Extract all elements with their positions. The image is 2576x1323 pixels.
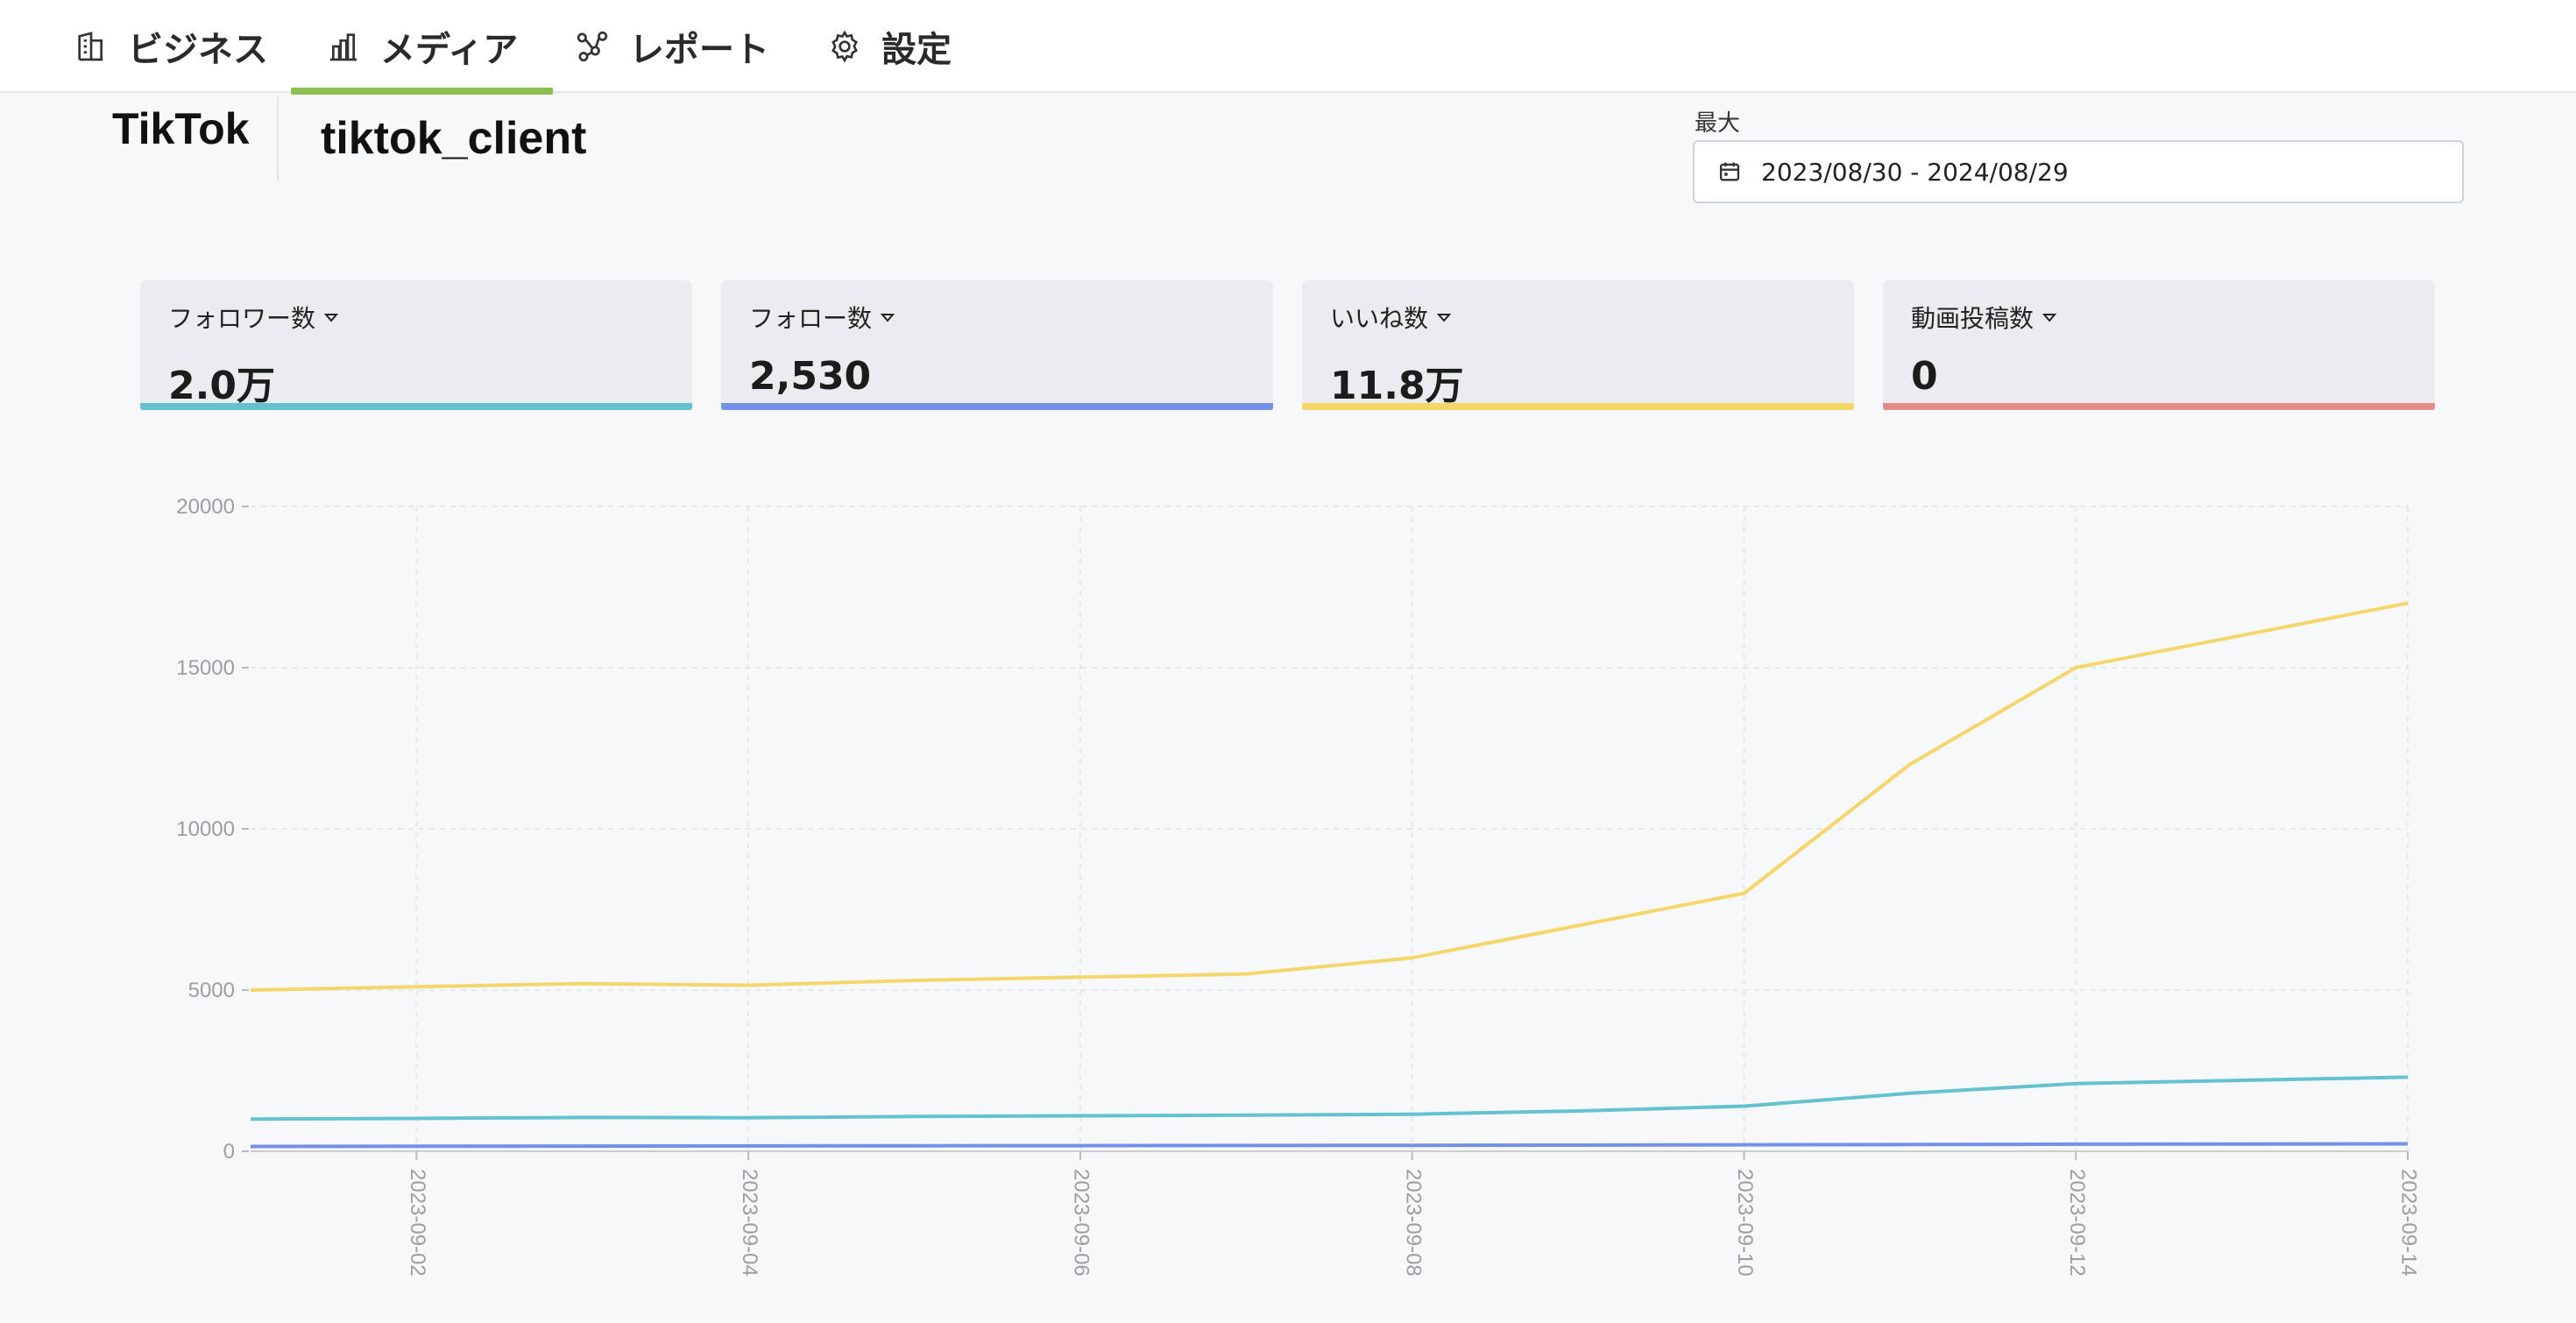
building-icon <box>78 32 103 61</box>
x-tick-label: 2023-09-02 <box>406 1169 429 1277</box>
kpi-value: 0 <box>1911 354 1938 399</box>
caret-down-icon <box>1436 314 1452 322</box>
date-range-picker[interactable]: 2023/08/30 - 2024/08/29 <box>1693 140 2464 203</box>
kpi-value: 11.8万 <box>1330 364 1464 408</box>
series-line <box>250 1142 2409 1149</box>
bar-chart-icon <box>330 33 357 61</box>
caret-down-icon <box>2042 314 2057 322</box>
account-name: tiktok_client <box>321 113 587 164</box>
nav-item-label: メディア <box>380 30 519 70</box>
nav-item-media[interactable]: メディア <box>290 0 554 95</box>
nav-item-label: ビジネス <box>128 30 268 70</box>
calendar-icon <box>1719 162 1740 181</box>
kpi-value: 2,530 <box>749 354 872 399</box>
nav-item-business[interactable]: ビジネス <box>74 0 268 93</box>
kpi-label[interactable]: 動画投稿数 <box>1911 300 2407 335</box>
kpi-card-following[interactable]: フォロー数 2,530 <box>721 280 1273 410</box>
kpi-value: 2.0万 <box>168 364 275 408</box>
kpi-label[interactable]: フォロワー数 <box>168 300 664 335</box>
x-tick-label: 2023-09-04 <box>738 1169 761 1277</box>
nav-item-report[interactable]: レポート <box>575 0 769 93</box>
kpi-label-text: 動画投稿数 <box>1911 304 2035 333</box>
x-tick-label: 2023-09-14 <box>2397 1169 2421 1277</box>
x-tick-label: 2023-09-10 <box>1733 1169 1757 1277</box>
caret-down-icon <box>323 314 339 322</box>
kpi-card-likes[interactable]: いいね数 11.8万 <box>1302 280 1854 410</box>
series-line <box>250 601 2409 992</box>
caret-down-icon <box>880 314 895 322</box>
share-nodes-icon <box>577 31 608 62</box>
x-tick-label: 2023-09-06 <box>1070 1169 1093 1277</box>
kpi-label-text: フォロワー数 <box>168 304 316 333</box>
x-tick-label: 2023-09-08 <box>1401 1169 1425 1277</box>
header-divider <box>277 96 279 180</box>
y-tick-label: 5000 <box>188 979 235 1002</box>
nav-item-label: 設定 <box>881 30 952 70</box>
kpi-color-bar <box>721 403 1273 410</box>
kpi-color-bar <box>1883 403 2435 410</box>
kpi-label-text: いいね数 <box>1330 304 1429 333</box>
y-tick-label: 10000 <box>176 817 235 841</box>
top-nav: ビジネス メディア レポート 設定 <box>0 0 2576 95</box>
kpi-label[interactable]: いいね数 <box>1330 300 1826 335</box>
date-range-value: 2023/08/30 - 2024/08/29 <box>1761 157 2069 187</box>
x-tick-label: 2023-09-12 <box>2065 1169 2089 1277</box>
date-range-label: 最大 <box>1695 110 1741 137</box>
gear-icon <box>832 30 858 63</box>
y-tick-label: 15000 <box>176 656 235 680</box>
kpi-card-videos[interactable]: 動画投稿数 0 <box>1883 280 2435 410</box>
line-chart: 0 5000 10000 15000 20000 2023-09-02 2023-09-04… <box>176 495 2421 1277</box>
series-line <box>250 1075 2409 1121</box>
kpi-color-bar <box>140 403 692 410</box>
nav-item-settings[interactable]: 設定 <box>827 0 952 93</box>
kpi-label[interactable]: フォロー数 <box>749 300 1245 335</box>
y-tick-label: 20000 <box>176 495 235 519</box>
platform-name: TikTok <box>112 104 250 153</box>
kpi-label-text: フォロー数 <box>749 304 873 333</box>
kpi-card-followers[interactable]: フォロワー数 2.0万 <box>140 280 692 410</box>
kpi-color-bar <box>1302 403 1854 410</box>
y-tick-label: 0 <box>223 1140 235 1164</box>
nav-item-label: レポート <box>629 30 769 70</box>
